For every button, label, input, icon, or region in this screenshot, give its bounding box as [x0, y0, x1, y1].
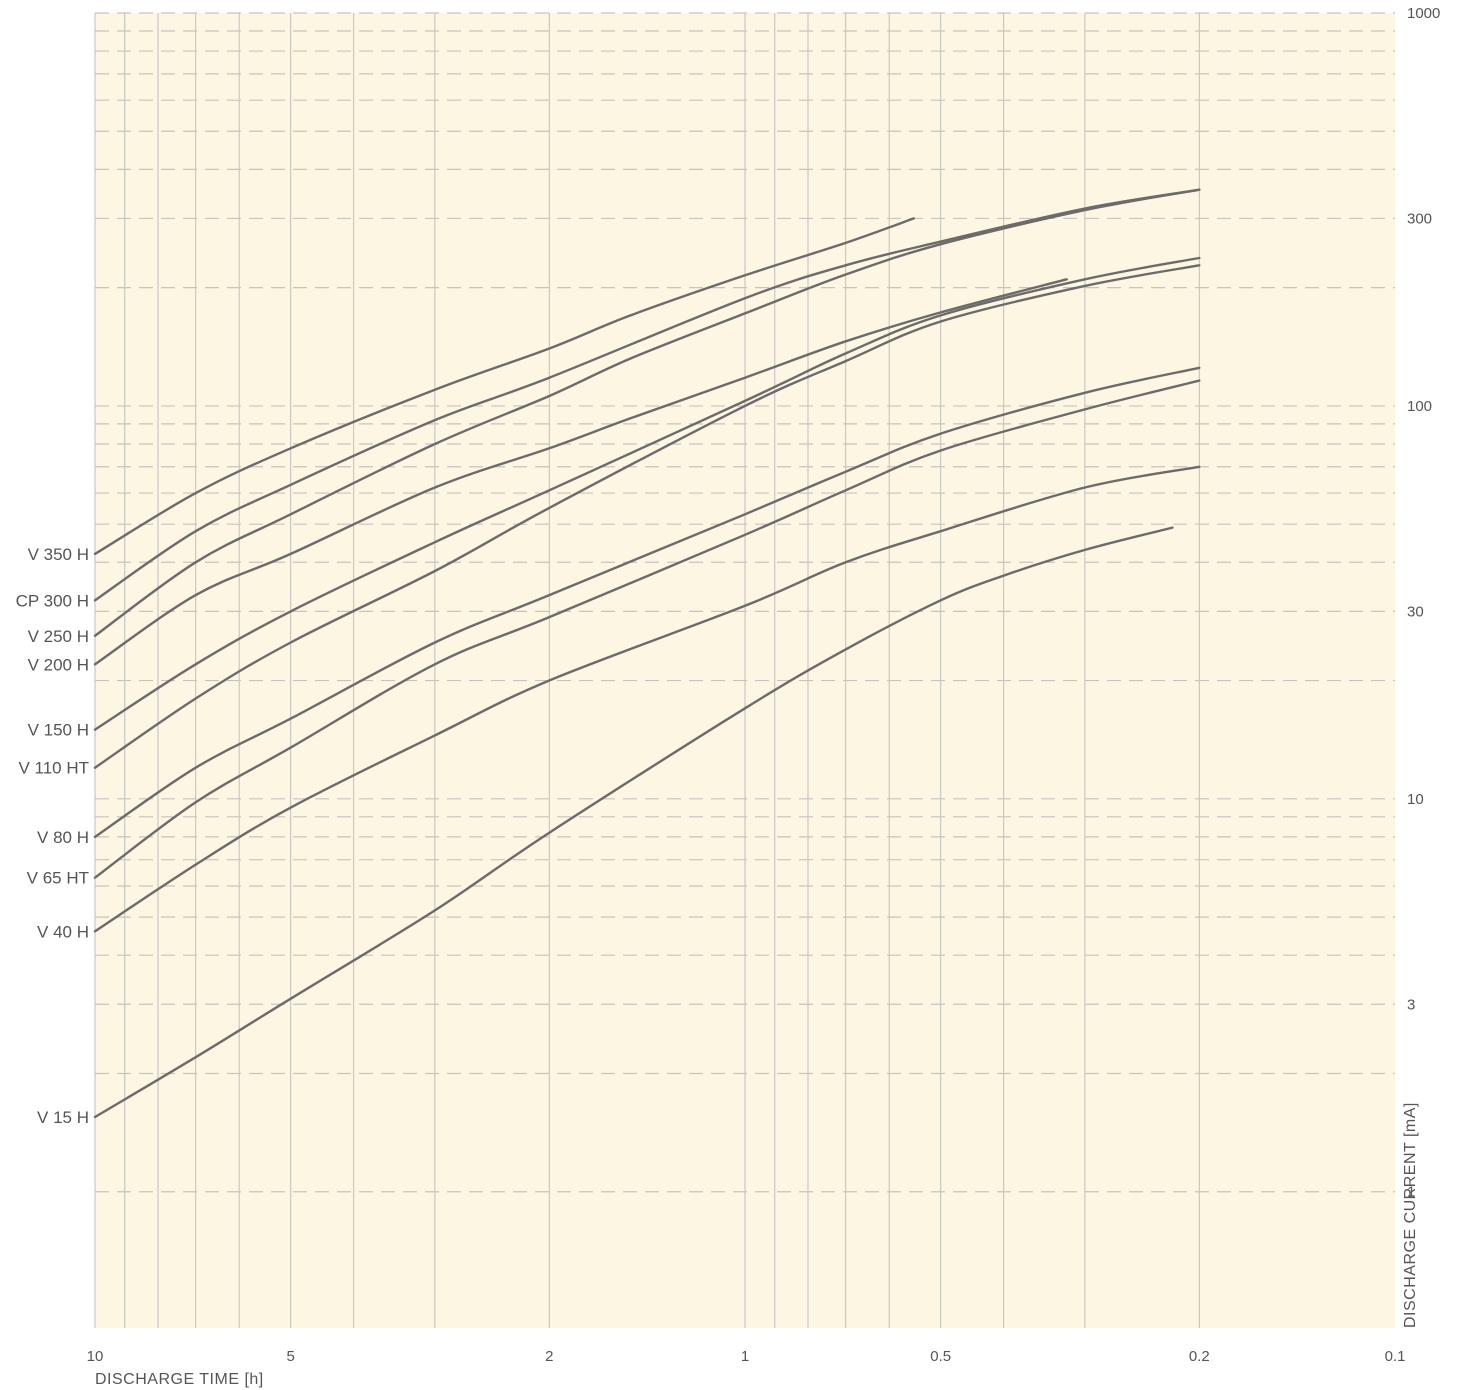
- series-label-5: V 110 HT: [18, 759, 89, 778]
- x-tick-label: 1: [741, 1348, 749, 1365]
- y-tick-label: 3: [1407, 996, 1415, 1013]
- series-line-5: [93, 264, 1201, 769]
- series-line-3: [93, 278, 1068, 666]
- y-tick-label: 100: [1407, 398, 1432, 415]
- y-tick-label: 30: [1407, 603, 1424, 620]
- series-label-9: V 15 H: [37, 1108, 89, 1127]
- series-label-6: V 80 H: [37, 828, 89, 847]
- x-tick-label: 0.5: [930, 1348, 951, 1365]
- y-tick-label: 10: [1407, 791, 1424, 808]
- y-tick-label: 300: [1407, 210, 1432, 227]
- x-tick-label: 2: [545, 1348, 553, 1365]
- series-label-7: V 65 HT: [27, 869, 89, 888]
- x-axis-title: DISCHARGE TIME [h]: [95, 1371, 264, 1388]
- series-label-0: V 350 H: [28, 545, 89, 564]
- series-line-6: [93, 366, 1201, 839]
- series-line-0: [93, 217, 915, 556]
- series-label-4: V 150 H: [28, 721, 89, 740]
- series-line-4: [93, 256, 1201, 731]
- series-label-3: V 200 H: [28, 655, 89, 674]
- series-labels: V 350 H CP 300 H V 250 H V 200 H V 150 H V 11…: [16, 545, 89, 1127]
- x-tick-label: 5: [286, 1348, 294, 1365]
- y-tick-labels: 1000 300 100 30 10 3 1: [1407, 5, 1440, 1201]
- grid: [94, 12, 1395, 1328]
- series-curves: [93, 188, 1201, 1119]
- series-label-8: V 40 H: [37, 922, 89, 941]
- series-label-2: V 250 H: [28, 627, 89, 646]
- series-line-1: [93, 188, 1201, 602]
- x-tick-labels: 10 5 2 1 0.5 0.2 0.1: [87, 1348, 1406, 1365]
- series-line-8: [93, 465, 1201, 933]
- series-line-7: [93, 379, 1201, 879]
- y-axis-title: DISCHARGE CURRENT [mA]: [1402, 1102, 1419, 1328]
- series-line-2: [93, 188, 1201, 637]
- y-tick-label: 1: [1407, 1184, 1415, 1201]
- series-line-9: [93, 526, 1174, 1119]
- x-tick-label: 10: [87, 1348, 104, 1365]
- series-label-1: CP 300 H: [16, 591, 89, 610]
- x-tick-label: 0.2: [1189, 1348, 1210, 1365]
- x-tick-label: 0.1: [1385, 1348, 1406, 1365]
- y-tick-label: 1000: [1407, 5, 1440, 22]
